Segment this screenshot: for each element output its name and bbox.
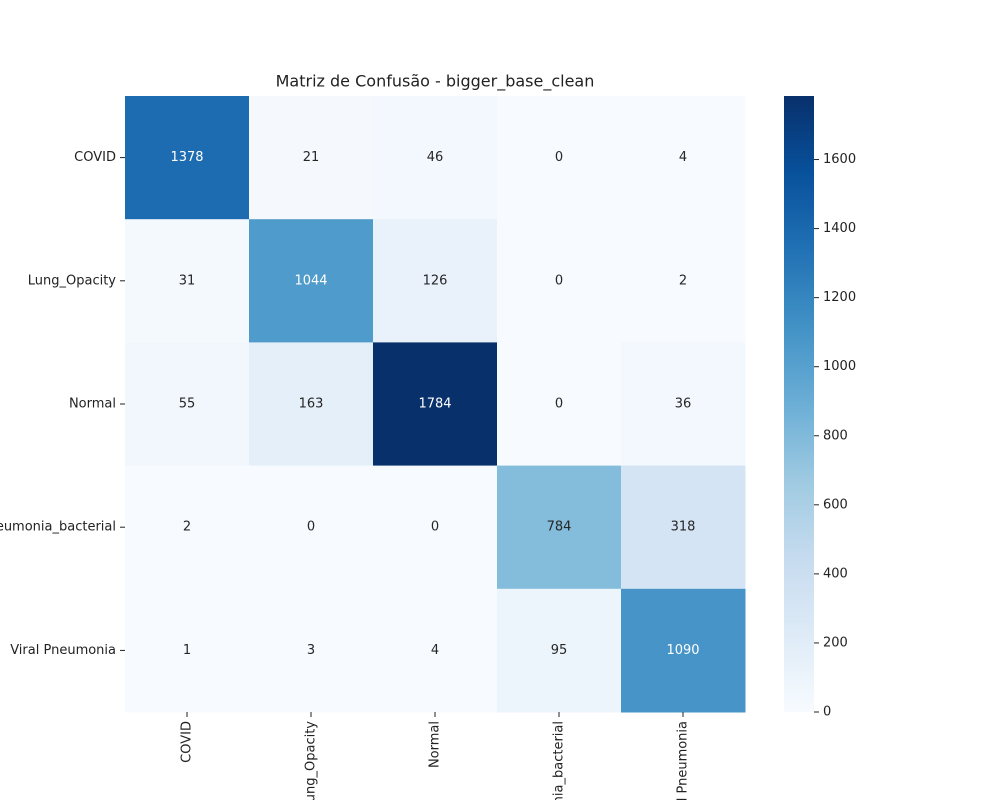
cell-label: 1090 xyxy=(666,643,699,658)
colorbar-tick-label: 1600 xyxy=(823,152,856,167)
heatmap-cell xyxy=(373,342,498,467)
heatmap-cell xyxy=(497,96,622,220)
heatmap-cell xyxy=(249,342,374,467)
cell-label: 1378 xyxy=(170,150,203,165)
x-tick-label: Viral Pneumonia xyxy=(676,721,691,800)
heatmap-cell xyxy=(249,219,374,343)
cell-label: 2 xyxy=(183,520,191,535)
heatmap-cell xyxy=(125,465,250,590)
heatmap-cell xyxy=(125,96,250,220)
colorbar-tick-label: 800 xyxy=(823,428,848,443)
y-tick-label: Pneumonia_bacterial xyxy=(0,520,116,535)
cell-label: 318 xyxy=(671,520,696,535)
y-tick-label: COVID xyxy=(74,150,116,165)
heatmap-cell xyxy=(621,465,746,590)
heatmap-cell xyxy=(249,465,374,590)
x-tick-label: Pneumonia_bacterial xyxy=(552,721,567,800)
cell-label: 0 xyxy=(555,397,563,412)
cell-label: 4 xyxy=(679,150,687,165)
cell-label: 0 xyxy=(555,273,563,288)
heatmap-cell xyxy=(497,342,622,467)
colorbar-tick-label: 400 xyxy=(823,566,848,581)
heatmap-cell xyxy=(125,219,250,343)
colorbar-tick-label: 1400 xyxy=(823,221,856,236)
colorbar-tick-label: 0 xyxy=(823,705,831,720)
x-tick-label: COVID xyxy=(180,721,195,763)
cell-label: 55 xyxy=(179,397,196,412)
heatmap-cell xyxy=(125,588,250,713)
cell-label: 46 xyxy=(427,150,444,165)
heatmap-cell xyxy=(249,96,374,220)
heatmap-cell xyxy=(125,342,250,467)
cell-label: 163 xyxy=(299,397,324,412)
colorbar-tick-label: 600 xyxy=(823,497,848,512)
cell-label: 0 xyxy=(431,520,439,535)
heatmap-cell xyxy=(373,588,498,713)
heatmap-cell xyxy=(373,465,498,590)
cell-label: 0 xyxy=(307,520,315,535)
colorbar-tick-label: 200 xyxy=(823,635,848,650)
heatmap-cell xyxy=(621,588,746,713)
chart-title: Matriz de Confusão - bigger_base_clean xyxy=(276,72,595,92)
heatmap-cell xyxy=(621,96,746,220)
heatmap-cell xyxy=(621,342,746,467)
cell-label: 31 xyxy=(179,273,196,288)
y-tick-label: Lung_Opacity xyxy=(28,273,117,288)
x-tick-label: Lung_Opacity xyxy=(304,721,319,800)
cell-label: 784 xyxy=(547,520,572,535)
heatmap-cell xyxy=(373,96,498,220)
y-tick-label: Normal xyxy=(69,397,116,412)
heatmap-cell xyxy=(497,219,622,343)
x-tick-label: Normal xyxy=(428,721,443,768)
heatmap-cell xyxy=(249,588,374,713)
heatmap-cell xyxy=(373,219,498,343)
cell-label: 1 xyxy=(183,643,191,658)
heatmap-cell xyxy=(497,465,622,590)
cell-label: 36 xyxy=(675,397,692,412)
colorbar-tick-label: 1200 xyxy=(823,290,856,305)
cell-label: 0 xyxy=(555,150,563,165)
cell-label: 1784 xyxy=(418,397,451,412)
cell-label: 21 xyxy=(303,150,320,165)
cell-label: 95 xyxy=(551,643,568,658)
heatmap-cell xyxy=(497,588,622,713)
cell-label: 4 xyxy=(431,643,439,658)
cell-label: 3 xyxy=(307,643,315,658)
heatmap-cell xyxy=(621,219,746,343)
y-tick-label: Viral Pneumonia xyxy=(10,643,116,658)
cell-label: 126 xyxy=(423,273,448,288)
colorbar xyxy=(784,96,814,712)
cell-label: 2 xyxy=(679,273,687,288)
cell-label: 1044 xyxy=(294,273,327,288)
colorbar-tick-label: 1000 xyxy=(823,359,856,374)
